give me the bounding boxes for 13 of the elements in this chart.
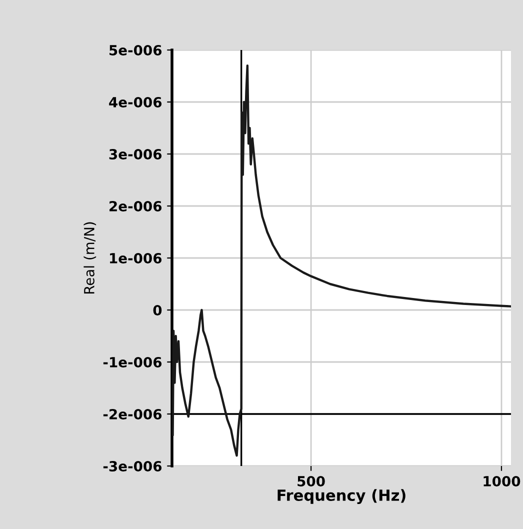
x-axis-title: Frequency (Hz) bbox=[278, 489, 406, 504]
y-axis-title: Real (m/N) bbox=[84, 222, 96, 294]
y-tick-label: -2e-006 bbox=[103, 408, 162, 420]
y-tick-label: -1e-006 bbox=[103, 356, 162, 368]
y-tick-label: 1e-006 bbox=[110, 252, 162, 264]
y-tick-label: -3e-006 bbox=[103, 460, 162, 472]
y-tick-label: 0 bbox=[153, 304, 162, 316]
y-tick-label: 4e-006 bbox=[109, 96, 162, 108]
y-tick-label: 5e-006 bbox=[110, 44, 162, 56]
x-tick-label: 500 bbox=[298, 476, 325, 486]
y-tick-label: 3e-006 bbox=[109, 148, 162, 160]
x-tick-label: 1000 bbox=[484, 476, 520, 486]
y-tick-label: 2e-006 bbox=[110, 200, 162, 212]
